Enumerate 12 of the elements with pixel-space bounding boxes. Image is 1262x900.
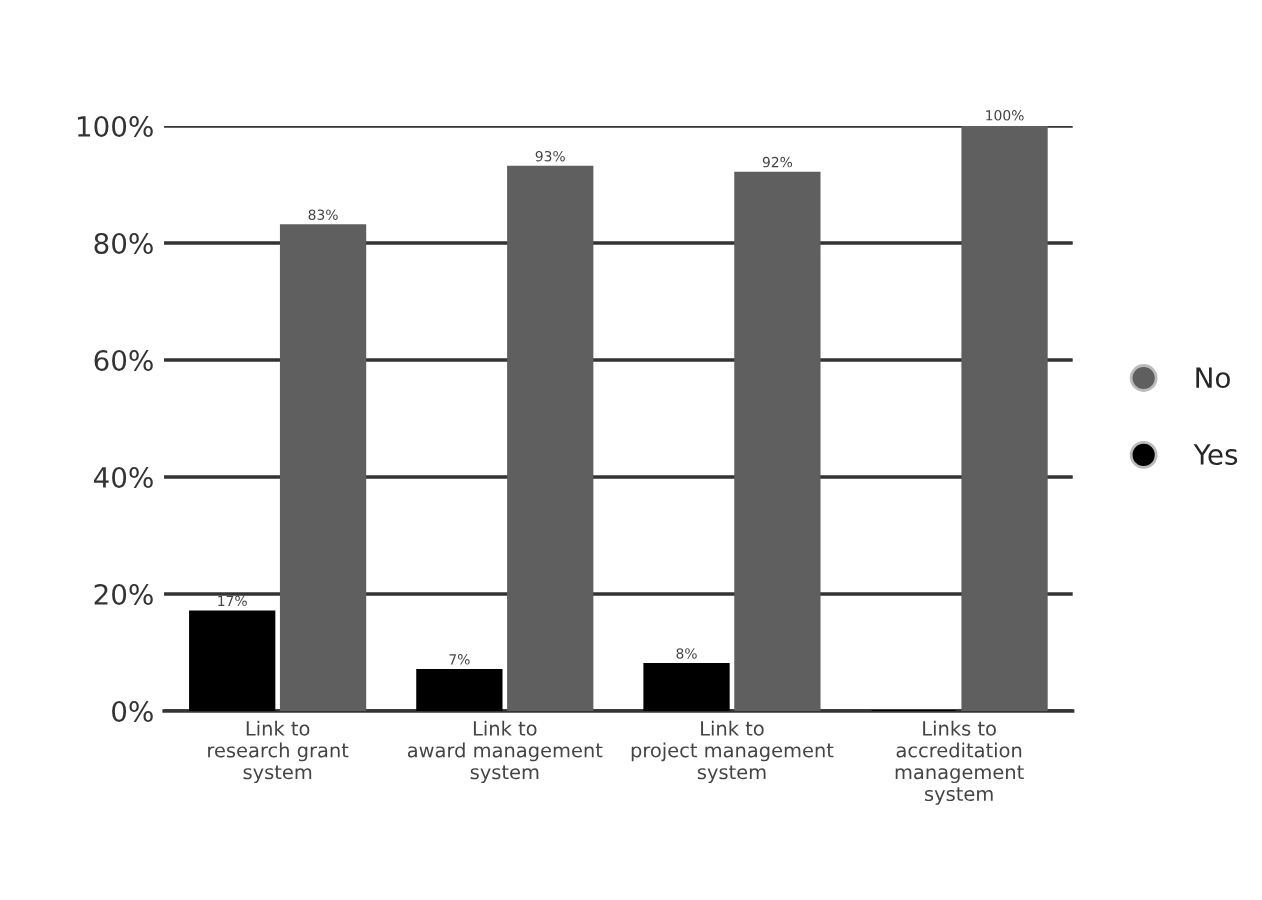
x-tick-label: Links to accreditation management system — [895, 720, 1024, 805]
y-tick-label: 60% — [94, 349, 153, 371]
y-tick-label: 80% — [94, 232, 153, 254]
legend-label: No — [1196, 367, 1230, 389]
y-tick-label: 20% — [94, 583, 153, 605]
x-tick-label: Link to research grant system — [208, 720, 349, 784]
y-tick-label: 40% — [93, 466, 153, 488]
x-tick-label: Link to project management system — [631, 720, 834, 784]
y-tick-label: 0% — [112, 700, 153, 722]
legend-label: Yes — [1193, 444, 1238, 465]
x-tick-label: Link to award management system — [407, 720, 603, 784]
y-tick-label: 100% — [77, 115, 153, 137]
